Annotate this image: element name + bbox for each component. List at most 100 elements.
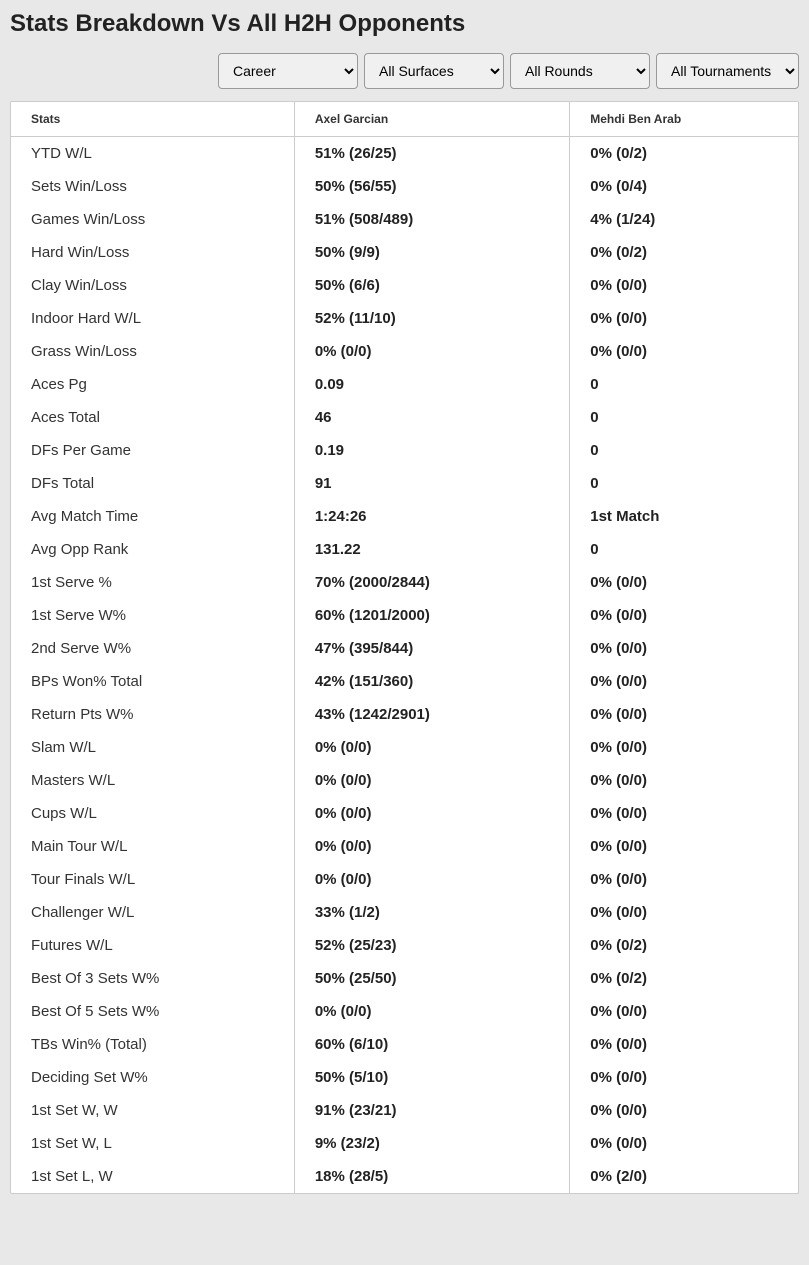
stat-label: TBs Win% (Total) (11, 1028, 294, 1061)
player2-value: 0% (0/2) (570, 929, 798, 962)
table-row: Hard Win/Loss50% (9/9)0% (0/2) (11, 236, 798, 269)
table-row: Indoor Hard W/L52% (11/10)0% (0/0) (11, 302, 798, 335)
player2-value: 0 (570, 368, 798, 401)
stat-label: Best Of 3 Sets W% (11, 962, 294, 995)
table-row: TBs Win% (Total)60% (6/10)0% (0/0) (11, 1028, 798, 1061)
round-filter[interactable]: All Rounds (510, 53, 650, 89)
player2-value: 0% (0/0) (570, 995, 798, 1028)
table-row: Avg Match Time1:24:261st Match (11, 500, 798, 533)
player1-value: 0.09 (294, 368, 569, 401)
header-player2: Mehdi Ben Arab (570, 102, 798, 137)
table-row: Games Win/Loss51% (508/489)4% (1/24) (11, 203, 798, 236)
player2-value: 0% (2/0) (570, 1160, 798, 1193)
stat-label: Cups W/L (11, 797, 294, 830)
player2-value: 0% (0/0) (570, 335, 798, 368)
player1-value: 50% (25/50) (294, 962, 569, 995)
player1-value: 0% (0/0) (294, 995, 569, 1028)
player1-value: 42% (151/360) (294, 665, 569, 698)
player1-value: 50% (5/10) (294, 1061, 569, 1094)
filter-bar: Career All Surfaces All Rounds All Tourn… (10, 53, 799, 89)
stats-table: Stats Axel Garcian Mehdi Ben Arab YTD W/… (11, 102, 798, 1193)
table-row: Challenger W/L33% (1/2)0% (0/0) (11, 896, 798, 929)
stat-label: 1st Set L, W (11, 1160, 294, 1193)
stat-label: 1st Serve W% (11, 599, 294, 632)
player1-value: 50% (56/55) (294, 170, 569, 203)
table-row: Main Tour W/L0% (0/0)0% (0/0) (11, 830, 798, 863)
stat-label: Main Tour W/L (11, 830, 294, 863)
stat-label: Best Of 5 Sets W% (11, 995, 294, 1028)
table-row: Deciding Set W%50% (5/10)0% (0/0) (11, 1061, 798, 1094)
stat-label: Deciding Set W% (11, 1061, 294, 1094)
stat-label: 1st Set W, W (11, 1094, 294, 1127)
table-row: Slam W/L0% (0/0)0% (0/0) (11, 731, 798, 764)
table-row: DFs Total910 (11, 467, 798, 500)
player1-value: 52% (11/10) (294, 302, 569, 335)
player1-value: 47% (395/844) (294, 632, 569, 665)
stat-label: BPs Won% Total (11, 665, 294, 698)
table-row: Futures W/L52% (25/23)0% (0/2) (11, 929, 798, 962)
stat-label: Grass Win/Loss (11, 335, 294, 368)
stat-label: Slam W/L (11, 731, 294, 764)
player1-value: 50% (6/6) (294, 269, 569, 302)
player1-value: 91 (294, 467, 569, 500)
tournament-filter[interactable]: All Tournaments (656, 53, 799, 89)
table-row: 2nd Serve W%47% (395/844)0% (0/0) (11, 632, 798, 665)
stat-label: Aces Total (11, 401, 294, 434)
stat-label: Clay Win/Loss (11, 269, 294, 302)
player1-value: 51% (508/489) (294, 203, 569, 236)
stat-label: YTD W/L (11, 137, 294, 171)
player1-value: 0.19 (294, 434, 569, 467)
table-row: Masters W/L0% (0/0)0% (0/0) (11, 764, 798, 797)
table-row: Best Of 5 Sets W%0% (0/0)0% (0/0) (11, 995, 798, 1028)
stat-label: Games Win/Loss (11, 203, 294, 236)
player1-value: 131.22 (294, 533, 569, 566)
period-filter[interactable]: Career (218, 53, 358, 89)
table-row: DFs Per Game0.190 (11, 434, 798, 467)
player2-value: 1st Match (570, 500, 798, 533)
player2-value: 0% (0/0) (570, 665, 798, 698)
stat-label: Avg Opp Rank (11, 533, 294, 566)
table-row: 1st Set W, L9% (23/2)0% (0/0) (11, 1127, 798, 1160)
table-row: Best Of 3 Sets W%50% (25/50)0% (0/2) (11, 962, 798, 995)
player2-value: 0% (0/0) (570, 1061, 798, 1094)
player1-value: 0% (0/0) (294, 335, 569, 368)
player2-value: 0% (0/2) (570, 236, 798, 269)
stat-label: Indoor Hard W/L (11, 302, 294, 335)
player2-value: 0% (0/4) (570, 170, 798, 203)
stat-label: DFs Total (11, 467, 294, 500)
player1-value: 51% (26/25) (294, 137, 569, 171)
player2-value: 0% (0/0) (570, 566, 798, 599)
player1-value: 91% (23/21) (294, 1094, 569, 1127)
page-title: Stats Breakdown Vs All H2H Opponents (10, 10, 799, 38)
player2-value: 0 (570, 533, 798, 566)
player1-value: 0% (0/0) (294, 830, 569, 863)
player2-value: 0% (0/0) (570, 302, 798, 335)
stat-label: Futures W/L (11, 929, 294, 962)
player2-value: 0% (0/0) (570, 896, 798, 929)
stat-label: DFs Per Game (11, 434, 294, 467)
player2-value: 0% (0/0) (570, 1094, 798, 1127)
table-row: Sets Win/Loss50% (56/55)0% (0/4) (11, 170, 798, 203)
player2-value: 0% (0/0) (570, 830, 798, 863)
player2-value: 0 (570, 401, 798, 434)
table-row: Aces Pg0.090 (11, 368, 798, 401)
table-row: Tour Finals W/L0% (0/0)0% (0/0) (11, 863, 798, 896)
header-player1: Axel Garcian (294, 102, 569, 137)
player2-value: 0% (0/0) (570, 269, 798, 302)
player1-value: 46 (294, 401, 569, 434)
table-row: Aces Total460 (11, 401, 798, 434)
stat-label: Sets Win/Loss (11, 170, 294, 203)
player2-value: 0% (0/0) (570, 731, 798, 764)
header-stats: Stats (11, 102, 294, 137)
player2-value: 0% (0/0) (570, 764, 798, 797)
player2-value: 0% (0/0) (570, 1127, 798, 1160)
player2-value: 0% (0/0) (570, 698, 798, 731)
player2-value: 0% (0/0) (570, 599, 798, 632)
player1-value: 43% (1242/2901) (294, 698, 569, 731)
stat-label: Return Pts W% (11, 698, 294, 731)
stat-label: 2nd Serve W% (11, 632, 294, 665)
surface-filter[interactable]: All Surfaces (364, 53, 504, 89)
player2-value: 0% (0/2) (570, 962, 798, 995)
stat-label: 1st Serve % (11, 566, 294, 599)
player1-value: 60% (1201/2000) (294, 599, 569, 632)
